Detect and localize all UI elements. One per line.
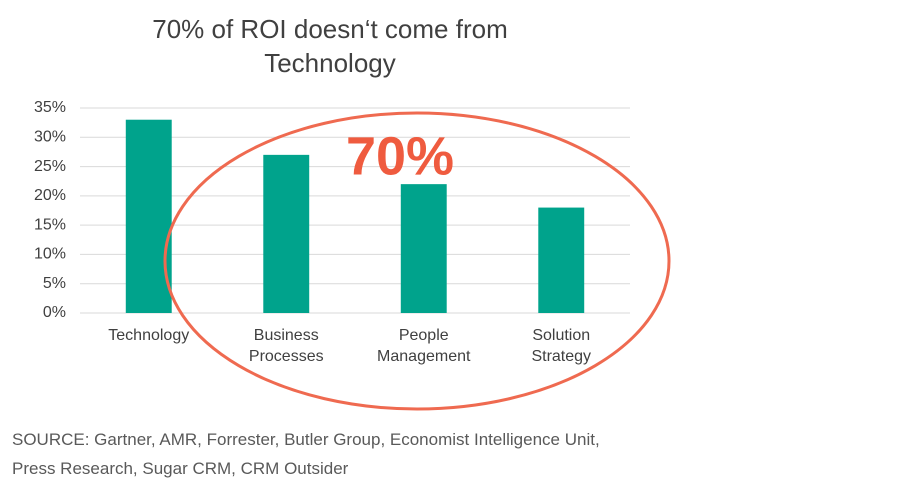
annotation: 70%	[346, 126, 454, 186]
x-tick-label-line: People	[399, 327, 449, 344]
y-tick-label: 10%	[34, 246, 66, 263]
x-tick-label-line: Business	[254, 327, 319, 344]
source: SOURCE: Gartner, AMR, Forrester, Butler …	[12, 425, 600, 483]
chart-title: 70% of ROI doesn‘t come from Technology	[152, 14, 508, 78]
x-tick-label-line: Processes	[249, 348, 324, 365]
x-tick-label: Business Processes	[249, 327, 324, 365]
x-tick-label: Technology	[108, 327, 189, 344]
bar	[125, 119, 172, 313]
y-tick-label: 35%	[34, 99, 66, 116]
x-tick-label: Solution Strategy	[531, 327, 591, 365]
x-tick-label: People Management	[377, 327, 471, 365]
y-tick-label: 5%	[43, 275, 66, 292]
x-tick-label-line: Technology	[108, 327, 189, 344]
y-tick-label: 30%	[34, 129, 66, 146]
bar	[400, 184, 447, 313]
highlight-ellipse	[163, 111, 671, 411]
bar	[263, 154, 310, 313]
source-line: SOURCE: Gartner, AMR, Forrester, Butler …	[12, 430, 600, 449]
y-tick-label: 20%	[34, 187, 66, 204]
bar	[538, 207, 585, 313]
y-tick-label: 0%	[43, 304, 66, 321]
x-tick-label-line: Management	[377, 348, 471, 365]
y-tick-label: 25%	[34, 158, 66, 175]
x-tick-label-line: Solution	[532, 327, 590, 344]
y-tick-label: 15%	[34, 216, 66, 233]
source-line: Press Research, Sugar CRM, CRM Outsider	[12, 459, 349, 478]
x-tick-label-line: Strategy	[531, 348, 591, 365]
